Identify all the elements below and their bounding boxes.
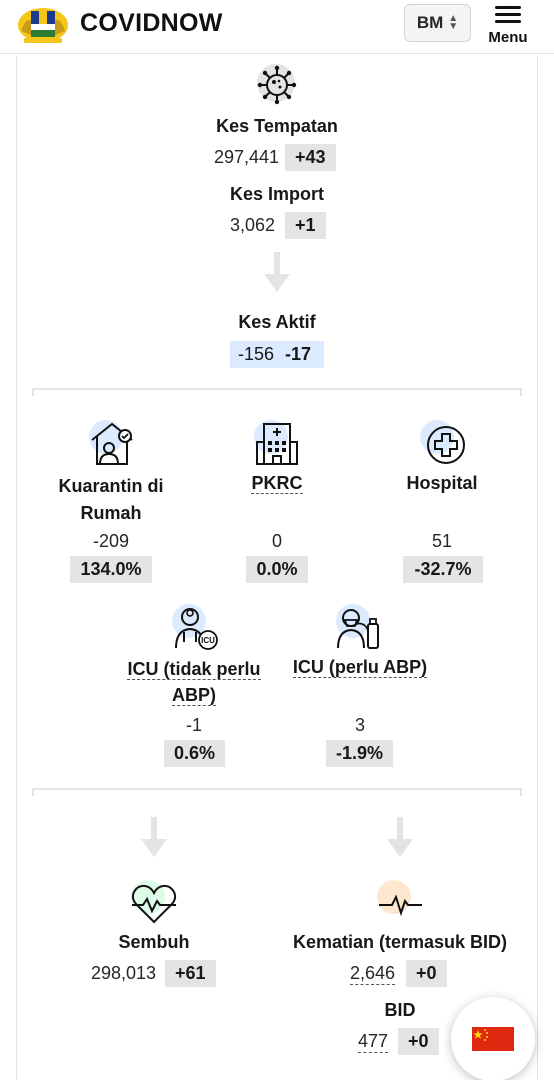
icu-no-vent-change-badge: 0.6% bbox=[164, 740, 225, 767]
bid-value[interactable]: 477 bbox=[358, 1031, 389, 1053]
icu-no-vent-label-wrap: ICU (tidak perlu ABP) bbox=[120, 657, 268, 709]
import-cases-change-badge: +1 bbox=[285, 212, 326, 239]
pkrc-label[interactable]: PKRC bbox=[251, 473, 303, 494]
flow-card bbox=[16, 55, 538, 1080]
pkrc-label-wrap: PKRC bbox=[227, 473, 327, 494]
china-flag-icon bbox=[472, 1027, 514, 1051]
icu-vent-change-badge: -1.9% bbox=[326, 740, 393, 767]
language-select-value: BM bbox=[416, 13, 444, 32]
home-quarantine-label: Kuarantin di Rumah bbox=[40, 473, 182, 527]
ventilator-patient-icon bbox=[334, 602, 384, 652]
section-divider bbox=[32, 388, 522, 396]
menu-button[interactable]: Menu bbox=[484, 4, 532, 48]
active-cases-change: -17 bbox=[285, 344, 312, 364]
active-cases-label: Kes Aktif bbox=[238, 312, 316, 332]
pkrc-change-badge: 0.0% bbox=[246, 556, 308, 583]
icu-no-vent-label-line2[interactable]: ABP) bbox=[172, 685, 216, 706]
icu-vent-label[interactable]: ICU (perlu ABP) bbox=[292, 657, 428, 678]
doctor-icu-icon: ICU bbox=[170, 602, 220, 652]
icu-vent-value: 3 bbox=[354, 715, 365, 735]
import-cases-value: 3,062 bbox=[230, 215, 276, 235]
active-cases-badge: -156 -17 bbox=[230, 341, 324, 368]
malaysia-coat-of-arms-logo[interactable] bbox=[16, 3, 70, 45]
bid-label: BID bbox=[384, 1000, 416, 1020]
hospital-change-badge: -32.7% bbox=[403, 556, 483, 583]
home-quarantine-label-line2: Rumah bbox=[80, 503, 142, 523]
active-cases-value: -156 bbox=[238, 344, 275, 364]
local-cases-value: 297,441 bbox=[214, 147, 280, 167]
arrow-down-icon bbox=[387, 817, 413, 857]
icu-vent-label-wrap: ICU (perlu ABP) bbox=[285, 657, 435, 678]
medical-cross-icon bbox=[418, 418, 468, 468]
bid-change-badge: +0 bbox=[398, 1028, 439, 1055]
icu-no-vent-label-line1[interactable]: ICU (tidak perlu bbox=[127, 659, 261, 680]
recovered-change-badge: +61 bbox=[165, 960, 216, 987]
svg-text:ICU: ICU bbox=[201, 636, 215, 645]
app-brand-title[interactable]: COVIDNOW bbox=[80, 9, 223, 37]
deaths-value[interactable]: 2,646 bbox=[350, 963, 396, 985]
section-divider bbox=[32, 788, 522, 796]
top-header: COVIDNOW BM ▲ ▼ Menu bbox=[0, 0, 554, 54]
virus-icon bbox=[252, 60, 302, 110]
icu-no-vent-value: -1 bbox=[185, 715, 202, 735]
pkrc-value: 0 bbox=[271, 531, 282, 551]
hospital-value: 51 bbox=[431, 531, 453, 551]
arrow-down-icon bbox=[264, 252, 290, 292]
hamburger-icon bbox=[495, 6, 521, 24]
language-flag-button[interactable] bbox=[451, 997, 535, 1080]
recovered-value: 298,013 bbox=[91, 963, 157, 983]
select-caret-icon: ▲ ▼ bbox=[448, 13, 459, 32]
heart-pulse-icon bbox=[129, 878, 179, 928]
language-select[interactable]: BM ▲ ▼ bbox=[404, 4, 471, 42]
home-quarantine-change-badge: 134.0% bbox=[70, 556, 152, 583]
hospital-label: Hospital bbox=[406, 473, 478, 493]
building-icon bbox=[252, 418, 302, 468]
menu-label: Menu bbox=[488, 29, 528, 46]
arrow-down-icon bbox=[141, 817, 167, 857]
pulse-line-icon bbox=[375, 878, 425, 928]
home-quarantine-icon bbox=[87, 418, 137, 468]
local-cases-change-badge: +43 bbox=[285, 144, 336, 171]
home-quarantine-value: -209 bbox=[92, 531, 130, 551]
home-quarantine-label-line1: Kuarantin di bbox=[58, 476, 164, 496]
import-cases-label: Kes Import bbox=[229, 184, 325, 204]
deaths-change-badge: +0 bbox=[406, 960, 447, 987]
recovered-label: Sembuh bbox=[118, 932, 190, 952]
deaths-label: Kematian (termasuk BID) bbox=[292, 932, 508, 952]
local-cases-label: Kes Tempatan bbox=[216, 116, 338, 136]
